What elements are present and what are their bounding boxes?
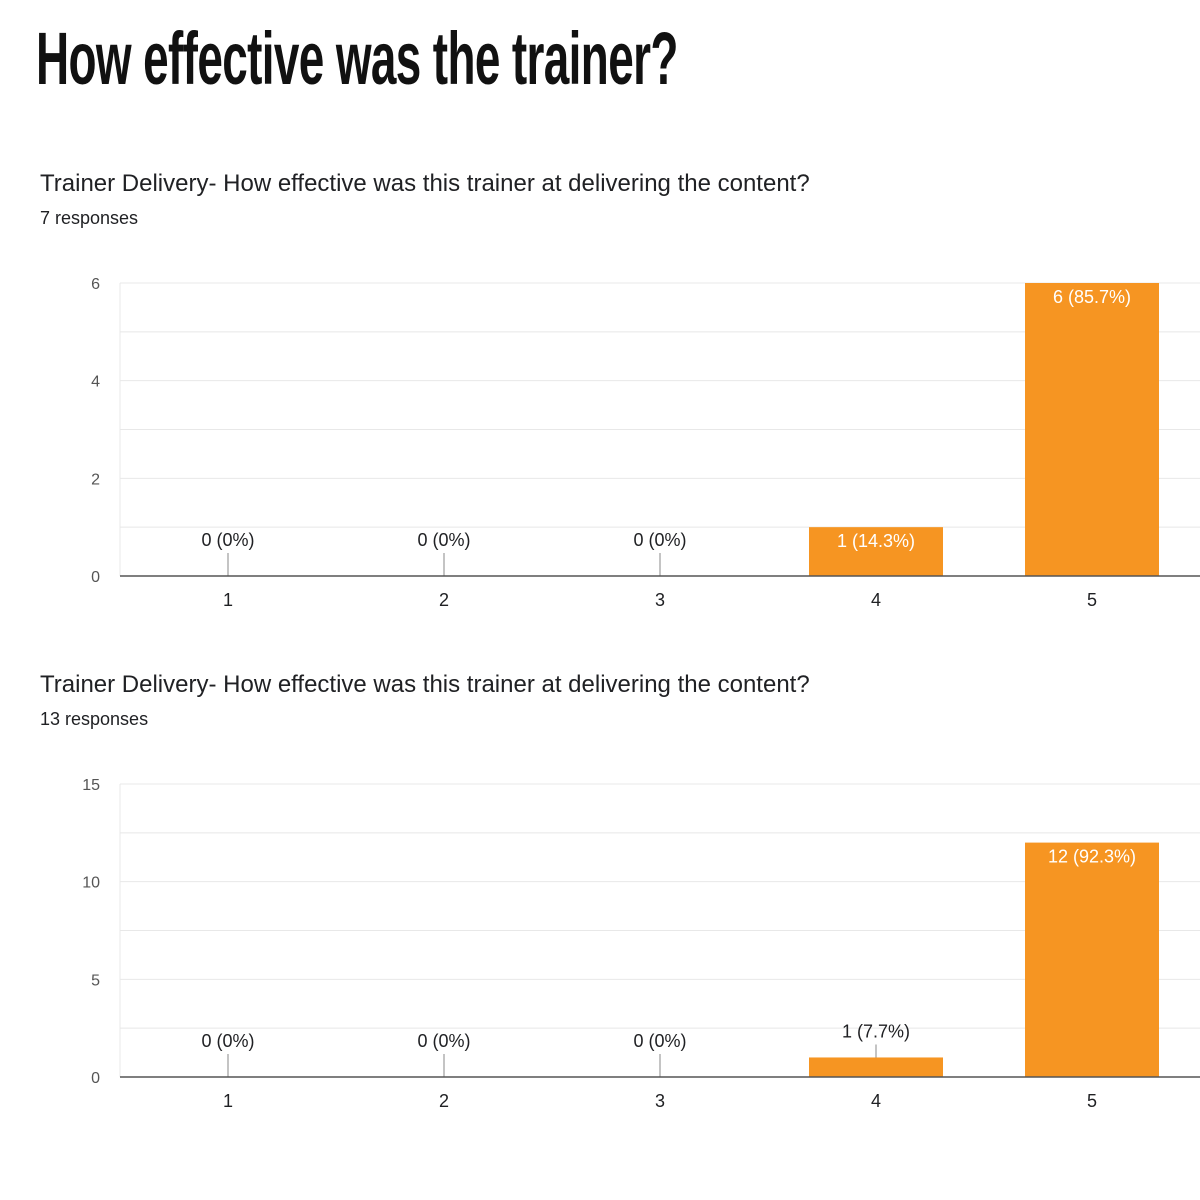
data-label: 0 (0%) <box>201 1031 254 1051</box>
bar-chart: 0 5 10 15 1 0 (0%) 2 0 (0%) 3 0 (0%) 4 1 (7.7%) 5 12 … <box>82 777 1200 1111</box>
x-tick-label: 2 <box>439 590 449 610</box>
data-label: 1 (7.7%) <box>842 1021 910 1041</box>
chart-response-count: 7 responses <box>40 208 139 228</box>
bar-5 <box>1025 283 1159 576</box>
data-label: 0 (0%) <box>633 530 686 550</box>
x-tick-label: 3 <box>655 1091 665 1111</box>
y-tick-label: 0 <box>91 569 100 586</box>
x-tick-label: 4 <box>871 590 881 610</box>
bar-4 <box>809 527 943 576</box>
page-heading: How effective was the trainer? <box>36 17 678 100</box>
chart-response-count: 13 responses <box>40 709 149 729</box>
x-tick-label: 1 <box>223 590 233 610</box>
y-tick-label: 10 <box>82 875 100 892</box>
bar-4 <box>809 1057 943 1077</box>
bar-5 <box>1025 842 1159 1077</box>
y-tick-label: 6 <box>91 276 100 293</box>
x-tick-label: 2 <box>439 1091 449 1111</box>
chart-title: Trainer Delivery- How effective was this… <box>40 671 810 698</box>
data-label: 0 (0%) <box>633 1031 686 1051</box>
data-label: 0 (0%) <box>201 530 254 550</box>
data-label: 0 (0%) <box>417 1031 470 1051</box>
data-label: 6 (85.7%) <box>1053 287 1131 307</box>
chart-panel-13-responses: Trainer Delivery- How effective was this… <box>0 671 1200 1131</box>
data-label: 12 (92.3%) <box>1048 847 1136 867</box>
y-tick-label: 0 <box>91 1070 100 1087</box>
data-label: 0 (0%) <box>417 530 470 550</box>
y-tick-label: 5 <box>91 972 100 989</box>
chart-panel-7-responses: Trainer Delivery- How effective was this… <box>0 170 1200 630</box>
y-tick-label: 2 <box>91 471 100 488</box>
y-tick-label: 15 <box>82 777 100 794</box>
y-tick-label: 4 <box>91 374 100 391</box>
x-tick-label: 3 <box>655 590 665 610</box>
data-label: 1 (14.3%) <box>837 531 915 551</box>
x-tick-label: 5 <box>1087 590 1097 610</box>
x-tick-label: 5 <box>1087 1091 1097 1111</box>
bar-chart: 0 2 4 6 1 0 (0%) 2 0 (0%) 3 0 (0%) 4 1 (14.3%) 5 6 (8… <box>91 276 1200 610</box>
chart-title: Trainer Delivery- How effective was this… <box>40 170 810 197</box>
x-tick-label: 4 <box>871 1091 881 1111</box>
x-tick-label: 1 <box>223 1091 233 1111</box>
